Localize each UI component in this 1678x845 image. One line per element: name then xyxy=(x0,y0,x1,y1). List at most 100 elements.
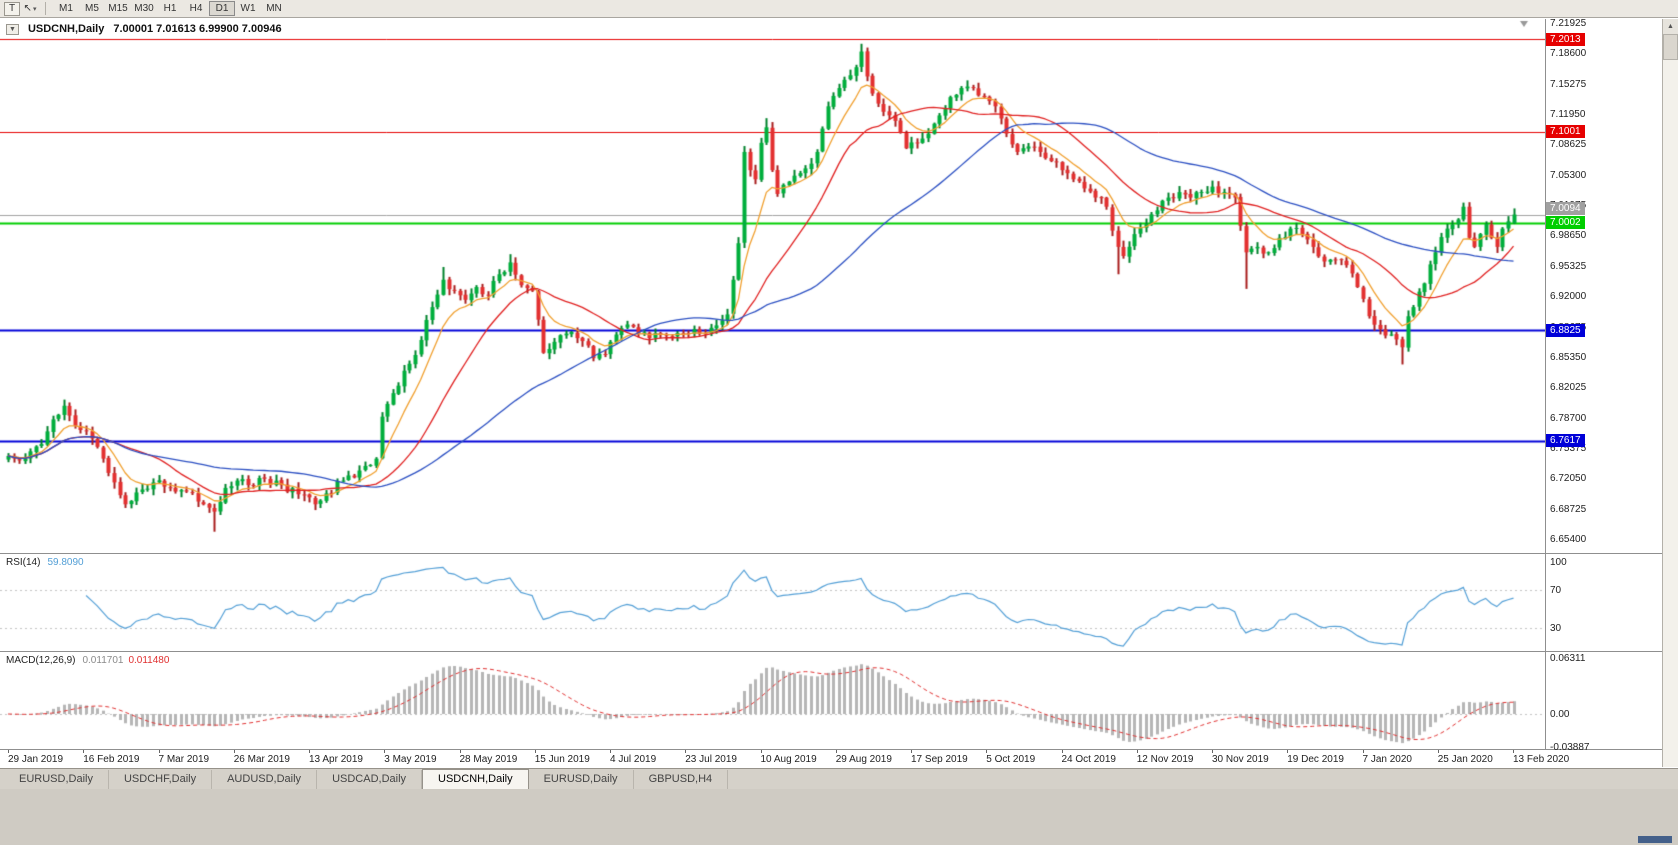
main-chart-canvas[interactable] xyxy=(0,19,1545,553)
time-tick-mark xyxy=(384,750,386,753)
time-tick-mark xyxy=(1136,750,1138,753)
macd-signal-value: 0.011480 xyxy=(128,655,170,666)
price-tick-label: 6.95325 xyxy=(1550,260,1587,272)
time-tick-mark xyxy=(1287,750,1289,753)
time-tick-label: 19 Dec 2019 xyxy=(1287,754,1344,765)
text-tool-button[interactable]: T xyxy=(4,1,20,16)
price-axis[interactable]: 7.21925 7.18600 7.15275 7.11950 7.08625 7.053… xyxy=(1546,0,1662,768)
price-tick-label: 6.65400 xyxy=(1550,533,1587,545)
time-tick-label: 3 May 2019 xyxy=(384,754,437,765)
time-tick-label: 7 Mar 2019 xyxy=(158,754,210,765)
cursor-icon: ↖ xyxy=(23,3,32,14)
scroll-up-button[interactable]: ▲ xyxy=(1663,19,1678,35)
macd-canvas[interactable] xyxy=(0,652,1545,749)
scrollbar-thumb[interactable] xyxy=(1663,34,1678,60)
time-tick-label: 12 Nov 2019 xyxy=(1136,754,1194,765)
chart-tab-bar: EURUSD,Daily USDCHF,Daily AUDUSD,Daily USDC… xyxy=(0,768,1678,789)
time-tick-mark xyxy=(1437,750,1439,753)
price-tick-label: 6.92000 xyxy=(1550,291,1587,303)
rsi-axis-label: 100 xyxy=(1550,557,1567,568)
time-tick-mark xyxy=(309,750,310,753)
panel-separator[interactable] xyxy=(0,651,1662,652)
price-tick-label: 7.18600 xyxy=(1550,48,1587,60)
time-tick-label: 13 Feb 2020 xyxy=(1513,754,1570,765)
toolbar-separator xyxy=(45,2,46,15)
axis-divider xyxy=(1545,19,1546,750)
price-tick-label: 6.72050 xyxy=(1550,473,1587,485)
price-level-label-support-1: 6.8825 xyxy=(1546,324,1585,337)
timeframe-button-m15[interactable]: M15 xyxy=(108,3,128,14)
price-tick-label: 6.68725 xyxy=(1550,503,1587,515)
time-tick-mark xyxy=(1061,750,1063,753)
toolbar: T ↖ ▾ M1 M5 M15 M30 H1 H4 D1 W1 MN xyxy=(0,0,1678,18)
price-level-label-bid: 7.0094 xyxy=(1546,202,1585,215)
timeframe-button-m5[interactable]: M5 xyxy=(85,3,99,14)
time-tick-label: 13 Apr 2019 xyxy=(309,754,363,765)
timeframe-button-w1[interactable]: W1 xyxy=(240,3,256,14)
price-level-label-support-2: 6.7617 xyxy=(1546,434,1585,447)
chart-tab-eurusd-daily[interactable]: EURUSD,Daily xyxy=(4,770,109,789)
macd-axis-label: 0.00 xyxy=(1550,709,1570,720)
time-tick-mark xyxy=(1362,750,1364,753)
status-area xyxy=(0,789,1678,845)
collapse-chart-button[interactable]: ▼ xyxy=(6,23,19,35)
rsi-label: RSI(14) xyxy=(6,557,41,568)
price-tick-label: 7.05300 xyxy=(1550,169,1587,181)
price-tick-label: 7.21925 xyxy=(1550,18,1587,29)
timeframe-button-m1[interactable]: M1 xyxy=(59,3,73,14)
chart-tab-usdcad-daily[interactable]: USDCAD,Daily xyxy=(317,770,423,789)
price-tick-label: 6.85350 xyxy=(1550,351,1587,363)
price-tick-label: 6.98650 xyxy=(1550,230,1587,242)
time-tick-mark xyxy=(534,750,536,753)
time-tick-label: 28 May 2019 xyxy=(459,754,518,765)
chart-tab-audusd-daily[interactable]: AUDUSD,Daily xyxy=(212,770,318,789)
time-tick-label: 10 Aug 2019 xyxy=(760,754,817,765)
time-tick-label: 15 Jun 2019 xyxy=(534,754,590,765)
time-tick-mark xyxy=(83,750,85,753)
time-tick-label: 17 Sep 2019 xyxy=(911,754,968,765)
price-tick-label: 7.11950 xyxy=(1550,109,1586,121)
time-axis[interactable]: 29 Jan 2019 16 Feb 2019 7 Mar 2019 26 Mar 2… xyxy=(0,750,1569,767)
price-level-label-resistance-2: 7.1001 xyxy=(1546,125,1585,138)
time-tick-mark xyxy=(610,750,611,753)
macd-value: 0.011701 xyxy=(82,655,124,666)
macd-axis-label: 0.06311 xyxy=(1550,653,1586,664)
chart-tab-eurusd-daily[interactable]: EURUSD,Daily xyxy=(529,770,634,789)
chart-tab-usdchf-daily[interactable]: USDCHF,Daily xyxy=(109,770,213,789)
symbol-period-label: USDCNH,Daily xyxy=(27,23,105,35)
rsi-canvas[interactable] xyxy=(0,554,1545,651)
timeframe-button-h1[interactable]: H1 xyxy=(163,3,177,14)
time-tick-label: 30 Nov 2019 xyxy=(1212,754,1269,765)
cursor-tool-button[interactable]: ↖ ▾ xyxy=(22,2,38,16)
price-level-label-resistance-1: 7.2013 xyxy=(1546,33,1585,46)
time-tick-mark xyxy=(835,750,837,753)
macd-axis-label: -0.03887 xyxy=(1550,742,1590,753)
timeframe-button-d1[interactable]: D1 xyxy=(209,1,235,16)
chart-tab-gbpusd-h4[interactable]: GBPUSD,H4 xyxy=(634,770,729,789)
price-tick-label: 7.08625 xyxy=(1550,139,1587,151)
chart-tab-usdcnh-daily[interactable]: USDCNH,Daily xyxy=(422,769,529,789)
time-tick-mark xyxy=(8,750,9,753)
panel-separator xyxy=(0,749,1662,750)
panel-separator[interactable] xyxy=(0,553,1662,554)
time-tick-mark xyxy=(911,750,912,753)
timeframe-button-h4[interactable]: H4 xyxy=(189,3,203,14)
time-tick-label: 7 Jan 2020 xyxy=(1362,754,1413,765)
timeframe-button-m30[interactable]: M30 xyxy=(134,3,154,14)
time-tick-mark xyxy=(233,750,235,753)
macd-indicator-header: MACD(12,26,9) 0.011701 0.011480 xyxy=(6,655,169,666)
time-tick-mark xyxy=(986,750,988,753)
time-tick-label: 4 Jul 2019 xyxy=(610,754,657,765)
ohlc-quote-label: 7.00001 7.01613 6.99900 7.00946 xyxy=(113,23,282,35)
timeframe-button-mn[interactable]: MN xyxy=(266,3,282,14)
timeframe-group: M1 M5 M15 M30 H1 H4 D1 W1 MN xyxy=(53,1,287,16)
rsi-value: 59.8090 xyxy=(47,557,84,568)
time-tick-mark xyxy=(158,750,160,753)
price-tick-label: 7.15275 xyxy=(1550,78,1587,90)
time-tick-label: 25 Jan 2020 xyxy=(1437,754,1493,765)
time-tick-mark xyxy=(1212,750,1213,753)
time-tick-label: 29 Aug 2019 xyxy=(835,754,892,765)
rsi-indicator-header: RSI(14) 59.8090 xyxy=(6,557,84,568)
vertical-scrollbar[interactable]: ▲ xyxy=(1662,19,1678,767)
